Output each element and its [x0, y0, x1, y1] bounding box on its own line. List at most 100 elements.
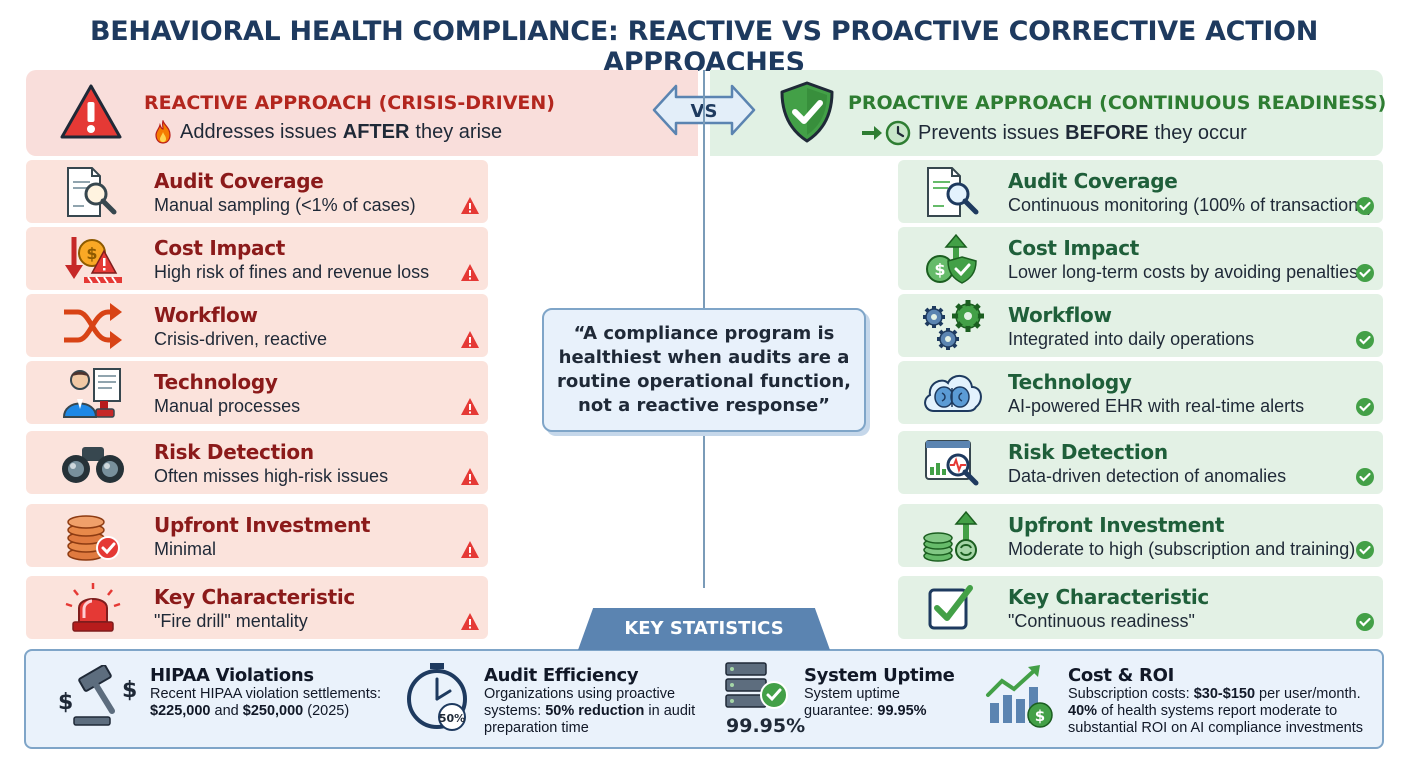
reactive-subtitle: Addresses issues AFTER they arise — [152, 120, 502, 144]
cloud-brain-icon — [924, 375, 982, 412]
stat-text-bold: $250,000 — [242, 703, 304, 719]
key-statistics-panel: $ $ HIPAA Violations Recent HIPAA violat… — [24, 649, 1384, 749]
reactive-card-upfront-investment: Upfront Investment Minimal — [26, 504, 488, 567]
server-check-icon — [725, 662, 788, 709]
arrow-clock-icon — [862, 120, 911, 146]
quote-box: “A compliance program is healthiest when… — [542, 308, 866, 432]
stat-text-part: (2025) — [307, 703, 350, 719]
binoculars-icon — [62, 447, 124, 483]
proactive-title: PROACTIVE APPROACH (CONTINUOUS READINESS… — [848, 92, 1387, 114]
card-label: Cost Impact — [1008, 236, 1140, 260]
svg-text:$: $ — [58, 690, 73, 715]
stat-text: Organizations using proactive systems: 5… — [484, 686, 699, 737]
card-label: Risk Detection — [154, 440, 314, 464]
siren-icon — [65, 583, 121, 632]
card-label: Cost Impact — [154, 236, 286, 260]
proactive-subtitle: Prevents issues BEFORE they occur — [860, 120, 1247, 146]
card-label: Workflow — [1008, 303, 1112, 327]
stat-text: Subscription costs: $30-$150 per user/mo… — [1068, 686, 1380, 737]
stat-title: Audit Efficiency — [484, 665, 639, 686]
check-icon — [1356, 197, 1374, 215]
reactive-subtitle-pre: Addresses issues — [180, 120, 337, 143]
card-description: "Continuous readiness" — [1008, 611, 1195, 631]
growth-chart-dollar-icon: $ — [986, 665, 1053, 728]
check-icon — [1356, 541, 1374, 559]
card-label: Workflow — [154, 303, 258, 327]
stat-text-part: Subscription costs: — [1068, 686, 1190, 702]
checkbox-icon — [928, 585, 973, 630]
stat-text-part: and — [214, 703, 239, 719]
reactive-subtitle-post: they arise — [415, 120, 503, 143]
stat-text-bold: 50% reduction — [545, 703, 645, 719]
dollar-shield-arrow-icon: $ — [926, 233, 977, 284]
stat-text: System uptime guarantee: 99.95% — [804, 686, 954, 720]
warning-icon — [461, 331, 479, 348]
warning-icon — [461, 613, 479, 630]
coins-growth-icon — [923, 510, 978, 562]
reactive-header: REACTIVE APPROACH (CRISIS-DRIVEN) Addres… — [26, 70, 698, 156]
proactive-subtitle-bold: BEFORE — [1065, 121, 1149, 144]
coin-warning-icon: $ — [65, 237, 122, 284]
warning-icon — [461, 468, 479, 485]
card-description: Crisis-driven, reactive — [154, 329, 328, 349]
check-icon — [1356, 398, 1374, 416]
card-label: Key Characteristic — [1008, 585, 1209, 609]
proactive-card-risk-detection: Risk Detection Data-driven detection of … — [898, 431, 1383, 494]
quote-text: “A compliance program is healthiest when… — [556, 323, 852, 416]
proactive-subtitle-pre: Prevents issues — [918, 121, 1060, 144]
reactive-card-technology: Technology Manual processes — [26, 361, 488, 424]
card-label: Technology — [1008, 370, 1132, 394]
stat-text-bold: $30-$150 — [1193, 686, 1256, 702]
stat-text-bold: 99.95% — [877, 703, 927, 719]
proactive-subtitle-post: they occur — [1154, 121, 1247, 144]
stat-text-part: of health systems report moderate to sub… — [1068, 703, 1363, 736]
proactive-card-key-characteristic: Key Characteristic "Continuous readiness… — [898, 576, 1383, 639]
svg-text:$: $ — [1035, 707, 1045, 725]
stat-title: HIPAA Violations — [150, 665, 314, 686]
proactive-card-audit-coverage: Audit Coverage Continuous monitoring (10… — [898, 160, 1383, 223]
person-paper-stamp-icon — [62, 368, 121, 418]
proactive-card-workflow: Workflow Integrated into daily operation… — [898, 294, 1383, 357]
check-icon — [1356, 331, 1374, 349]
gavel-dollar-icon: $ $ — [58, 665, 137, 726]
card-description: High risk of fines and revenue loss — [154, 262, 430, 282]
svg-text:$: $ — [934, 260, 945, 279]
card-description: Manual processes — [154, 396, 301, 416]
stat-text-part: System uptime guarantee: — [804, 686, 900, 719]
document-search-icon — [927, 167, 979, 217]
check-icon — [1356, 264, 1374, 282]
card-label: Technology — [154, 370, 278, 394]
card-description: Minimal — [154, 539, 217, 559]
stat-text-bold: 40% — [1068, 703, 1098, 719]
proactive-card-cost-impact: $ Cost Impact Lower long-term costs by a… — [898, 227, 1383, 290]
proactive-card-upfront-investment: Upfront Investment Moderate to high (sub… — [898, 504, 1383, 567]
stat-system-uptime: 99.95% System Uptime System uptime guara… — [724, 651, 984, 747]
proactive-card-technology: Technology AI-powered EHR with real-time… — [898, 361, 1383, 424]
card-description: Data-driven detection of anomalies — [1008, 466, 1287, 486]
stat-title: Cost & ROI — [1068, 665, 1174, 686]
card-label: Key Characteristic — [154, 585, 355, 609]
card-description: Often misses high-risk issues — [154, 466, 389, 486]
card-label: Upfront Investment — [154, 513, 371, 537]
gears-icon — [923, 300, 984, 350]
stopwatch-badge: 50% — [439, 712, 465, 725]
card-description: Moderate to high (subscription and train… — [1008, 539, 1356, 559]
shield-check-icon — [780, 81, 834, 143]
warning-triangle-icon — [60, 84, 122, 139]
crossing-arrows-icon — [64, 303, 122, 349]
stat-text: Recent HIPAA violation settlements: $225… — [150, 686, 420, 720]
warning-icon — [461, 541, 479, 558]
reactive-card-cost-impact: $ Cost Impact High risk of fines and rev… — [26, 227, 488, 290]
card-label: Audit Coverage — [154, 169, 324, 193]
card-label: Upfront Investment — [1008, 513, 1225, 537]
reactive-card-audit-coverage: Audit Coverage Manual sampling (<1% of c… — [26, 160, 488, 223]
dashboard-magnifier-icon — [925, 440, 979, 486]
card-label: Risk Detection — [1008, 440, 1168, 464]
warning-icon — [461, 398, 479, 415]
svg-text:$: $ — [86, 244, 97, 263]
stat-text-part: Organizations using proactive systems: — [484, 686, 676, 719]
card-label: Audit Coverage — [1008, 169, 1178, 193]
reactive-card-workflow: Workflow Crisis-driven, reactive — [26, 294, 488, 357]
stat-text-part: per user/month. — [1259, 686, 1361, 702]
fire-icon — [155, 120, 171, 144]
